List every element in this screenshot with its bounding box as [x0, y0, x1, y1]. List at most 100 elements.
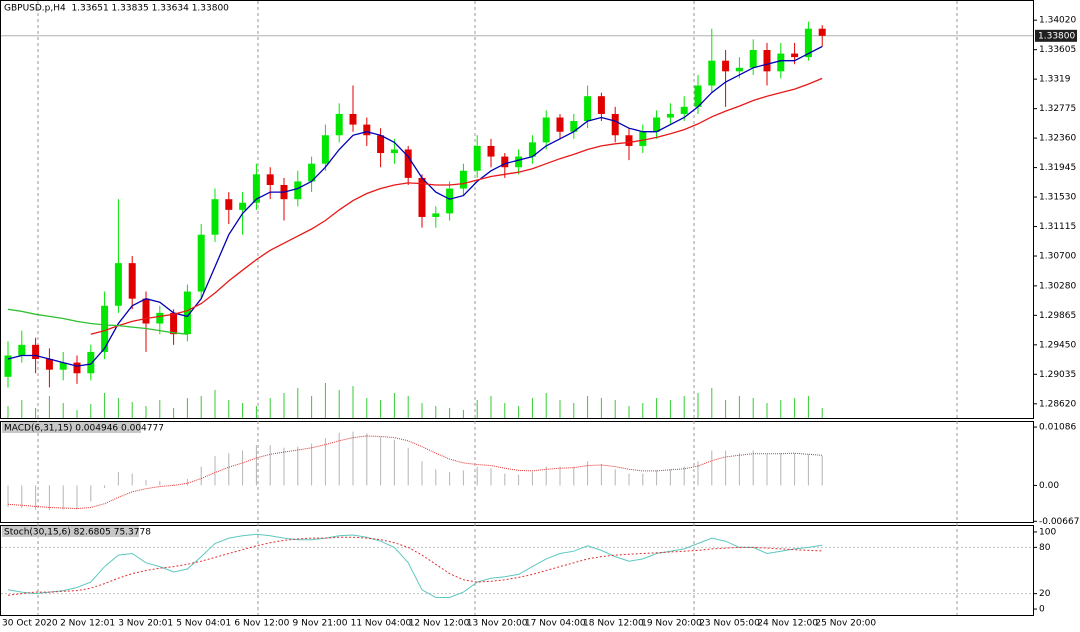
candle-body: [680, 106, 688, 114]
candle-body: [708, 60, 716, 86]
y-tick-label: 1.29450: [1039, 340, 1076, 350]
candle-body: [183, 291, 191, 335]
x-tick-label: 18 Nov 12:00: [583, 619, 644, 629]
candle-body: [777, 53, 785, 72]
y-tick-label: 1.31115: [1039, 222, 1076, 232]
stoch-title: Stoch(30,15,6) 82.6805 75.3778: [4, 528, 151, 538]
indicator-line: [7, 533, 823, 598]
candle-body: [446, 188, 454, 214]
candle-body: [404, 149, 412, 178]
candle-body: [294, 181, 302, 200]
indicator-line: [7, 435, 823, 510]
macd-title: MACD(6,31,15) 0.004946 0.004777: [4, 424, 164, 434]
candle-body: [625, 135, 633, 146]
x-tick-label: 12 Nov 12:00: [409, 619, 470, 629]
candle-body: [114, 263, 122, 306]
candle-body: [763, 50, 771, 72]
x-tick-label: 13 Nov 20:00: [467, 619, 528, 629]
candle-body: [666, 113, 674, 118]
candle-body: [87, 351, 95, 374]
period-separators: [37, 1, 958, 615]
x-tick-label: 2 Nov 12:01: [60, 619, 115, 629]
candle-body: [791, 53, 799, 58]
candle-body: [59, 362, 67, 370]
candle-body: [556, 117, 564, 132]
candle-body: [321, 135, 329, 164]
macd-panel: [0, 421, 1034, 523]
x-tick-label: 5 Nov 04:01: [176, 619, 231, 629]
candle-body: [432, 213, 440, 217]
candle-body: [308, 163, 316, 182]
candle-body: [363, 124, 371, 136]
candle-body: [597, 96, 605, 114]
candle-body: [570, 121, 578, 132]
candle-body: [156, 312, 164, 324]
x-tick-label: 6 Nov 12:00: [234, 619, 289, 629]
indicator-line: [7, 308, 188, 335]
x-tick-label: 17 Nov 04:00: [525, 619, 586, 629]
candle-body: [722, 60, 730, 72]
candle-body: [142, 298, 150, 324]
y-tick-label: 0: [1039, 605, 1045, 615]
y-tick-label: 0.00: [1039, 481, 1059, 491]
indicator-line: [7, 536, 823, 596]
candle-body: [501, 156, 509, 168]
panel-frames: [0, 0, 1034, 616]
y-tick-label: 80: [1039, 543, 1051, 553]
candle-body: [128, 263, 136, 299]
candle-body: [252, 174, 260, 203]
y-tick-label: 1.30700: [1039, 252, 1076, 262]
indicator-line: [90, 77, 823, 335]
candle-body: [804, 28, 812, 58]
y-tick-label: 1.32775: [1039, 104, 1076, 114]
candle-body: [487, 145, 495, 157]
y-tick-label: 1.29035: [1039, 370, 1076, 380]
bid-label: 1.33800: [1038, 31, 1075, 41]
bid-box: [1035, 29, 1077, 42]
y-tick-label: 1.33605: [1039, 45, 1076, 55]
y-tick-label: 20: [1039, 589, 1051, 599]
candle-body: [4, 355, 12, 377]
candle-body: [225, 199, 233, 210]
candle-body: [101, 305, 109, 352]
candle-body: [653, 117, 661, 132]
x-tick-label: 30 Oct 2020: [2, 619, 58, 629]
chart-title: GBPUSD.p,H4 1.33651 1.33835 1.33634 1.33…: [4, 4, 229, 14]
x-tick-label: 24 Nov 12:00: [757, 619, 818, 629]
price-panel: [0, 0, 1034, 419]
candle-body: [473, 145, 481, 171]
y-tick-label: -0.00667: [1039, 517, 1079, 527]
candle-body: [735, 67, 743, 72]
x-tick-label: 23 Nov 05:00: [699, 619, 760, 629]
candle-body: [528, 142, 536, 157]
y-tick-label: 1.3319: [1039, 75, 1071, 85]
stoch-panel: [0, 525, 1034, 616]
x-tick-label: 3 Nov 20:01: [118, 619, 173, 629]
candle-body: [611, 113, 619, 136]
candle-body: [584, 96, 592, 122]
candle-body: [818, 28, 826, 36]
y-tick-label: 0.01086: [1039, 423, 1076, 433]
y-tick-label: 1.30280: [1039, 281, 1076, 291]
candle-body: [349, 113, 357, 125]
x-tick-label: 19 Nov 20:00: [641, 619, 702, 629]
y-tick-label: 100: [1039, 527, 1056, 537]
candle-body: [515, 156, 523, 168]
y-tick-label: 1.31945: [1039, 163, 1076, 173]
candle-body: [639, 131, 647, 146]
y-tick-label: 1.28620: [1039, 399, 1076, 409]
candle-body: [239, 202, 247, 210]
candle-body: [32, 344, 40, 360]
candle-body: [211, 199, 219, 235]
candle-body: [45, 359, 53, 370]
y-tick-label: 1.31530: [1039, 193, 1076, 203]
label-bg: [2, 526, 139, 537]
y-tick-label: 1.34020: [1039, 16, 1076, 26]
candle-body: [694, 85, 702, 107]
label-bg: [2, 422, 141, 433]
candle-body: [418, 177, 426, 217]
indicator-line: [7, 45, 823, 367]
y-tick-label: 1.32360: [1039, 134, 1076, 144]
